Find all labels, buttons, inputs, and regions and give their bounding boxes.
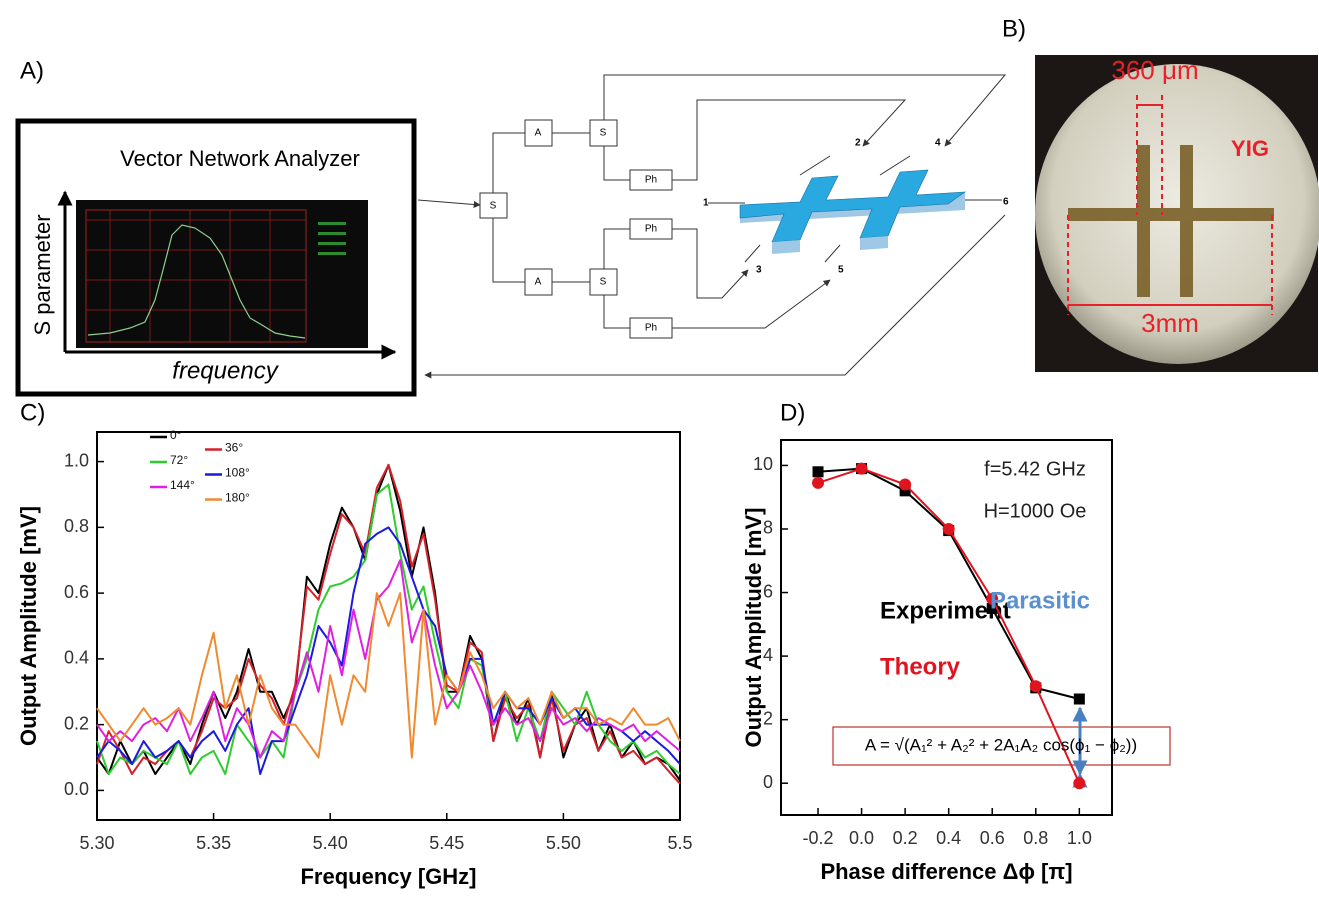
waveguides <box>1068 145 1274 297</box>
annotation: f=5.42 GHz <box>984 458 1086 480</box>
marker <box>1073 777 1086 790</box>
vna-title: Vector Network Analyzer <box>120 146 360 171</box>
block-label: Ph <box>645 175 657 186</box>
y-tick-label: 1.0 <box>64 450 89 470</box>
marker <box>899 485 911 497</box>
marker <box>812 476 825 489</box>
port-label: 4 <box>935 138 941 149</box>
panel-label: A) <box>20 57 44 84</box>
x-axis-title: Phase difference Δϕ [π] <box>820 859 1072 884</box>
x-tick-label: 5.35 <box>196 833 231 853</box>
port-label: 5 <box>838 265 844 276</box>
y-tick-label: 10 <box>753 454 773 474</box>
panel-label: B) <box>1002 15 1026 42</box>
vna-trace <box>87 224 306 339</box>
device <box>739 169 967 254</box>
marker <box>1073 693 1085 705</box>
x-tick-label: 0.0 <box>849 828 874 848</box>
series-line <box>96 592 681 759</box>
marker <box>899 478 912 491</box>
legend-label: 180° <box>225 491 250 505</box>
legend-label: 108° <box>225 466 250 480</box>
y-tick-label: 0.4 <box>64 648 89 668</box>
port-label: 3 <box>756 265 762 276</box>
series-line <box>96 483 681 775</box>
vna: Vector Network Analyzer S parameter freq… <box>15 118 417 397</box>
schematic: S A S Ph A S Ph Ph 1 2 3 4 5 6 <box>417 74 1009 379</box>
x-tick-label: 5.30 <box>79 833 114 853</box>
series-line <box>96 526 681 775</box>
series-label: Theory <box>880 653 961 680</box>
plot-frame <box>780 439 1113 816</box>
port-label: 2 <box>855 138 861 149</box>
marker <box>986 592 999 605</box>
marker <box>855 462 868 475</box>
y-tick-label: 2 <box>763 708 773 728</box>
marker <box>812 466 824 478</box>
material-label: YIG <box>1231 136 1269 161</box>
legend-label: 36° <box>225 441 243 455</box>
x-tick-label: 0.4 <box>936 828 961 848</box>
vna-y-label: S parameter <box>30 214 55 335</box>
scale-label: 3mm <box>1141 308 1199 338</box>
marker <box>942 522 955 535</box>
series-line <box>96 559 681 759</box>
y-tick-label: 0 <box>763 772 773 792</box>
vna-readout <box>318 222 346 255</box>
block-label: Ph <box>645 323 657 334</box>
block-label: A <box>535 128 542 139</box>
x-tick-label: 5.45 <box>429 833 464 853</box>
block-label: A <box>535 277 542 288</box>
x-tick-label: 5.50 <box>546 833 581 853</box>
scale-label: 360 μm <box>1111 55 1198 85</box>
photo: 360 μm YIG 3mm <box>1035 55 1319 372</box>
x-tick-label: 0.6 <box>980 828 1005 848</box>
scale-lines <box>1067 95 1273 315</box>
block-label: S <box>600 277 607 288</box>
y-tick-label: 4 <box>763 645 773 665</box>
vna-x-label: frequency <box>172 357 279 384</box>
y-tick-label: 6 <box>763 581 773 601</box>
legend-label: 0° <box>170 428 182 442</box>
y-tick-label: 0.0 <box>64 779 89 799</box>
annotation: H=1000 Oe <box>984 500 1087 522</box>
marker <box>1029 680 1042 693</box>
marker <box>986 602 998 614</box>
plot-frame <box>96 431 681 821</box>
x-tick-label: 1.0 <box>1067 828 1092 848</box>
x-axis-title: Frequency [GHz] <box>300 864 476 889</box>
panel-label: C) <box>20 399 45 426</box>
annotation: Parasitic <box>990 587 1090 614</box>
annotation: A = √(A₁² + A₂² + 2A₁A₂ cos(ϕ₁ − ϕ₂)) <box>865 735 1137 754</box>
y-tick-label: 0.8 <box>64 516 89 536</box>
y-tick-label: 0.2 <box>64 713 89 733</box>
x-tick-label: -0.2 <box>803 828 834 848</box>
y-tick-label: 8 <box>763 518 773 538</box>
port-label: 1 <box>703 198 709 209</box>
panel-label: D) <box>780 399 805 426</box>
formula-box <box>832 726 1171 766</box>
x-tick-label: 0.8 <box>1023 828 1048 848</box>
block-label: Ph <box>645 224 657 235</box>
x-tick-label: 5.40 <box>313 833 348 853</box>
x-tick-label: 5.5 <box>667 833 692 853</box>
y-axis-title: Output Amplitude [mV] <box>16 506 41 746</box>
block-label: S <box>490 201 497 212</box>
y-axis-title: Output Amplitude [mV] <box>741 508 766 748</box>
legend-label: 72° <box>170 453 188 467</box>
legend-label: 144° <box>170 478 195 492</box>
port-label: 6 <box>1003 197 1009 208</box>
x-tick-label: 0.2 <box>893 828 918 848</box>
block-label: S <box>600 128 607 139</box>
y-tick-label: 0.6 <box>64 582 89 602</box>
vna-grid <box>85 209 307 343</box>
